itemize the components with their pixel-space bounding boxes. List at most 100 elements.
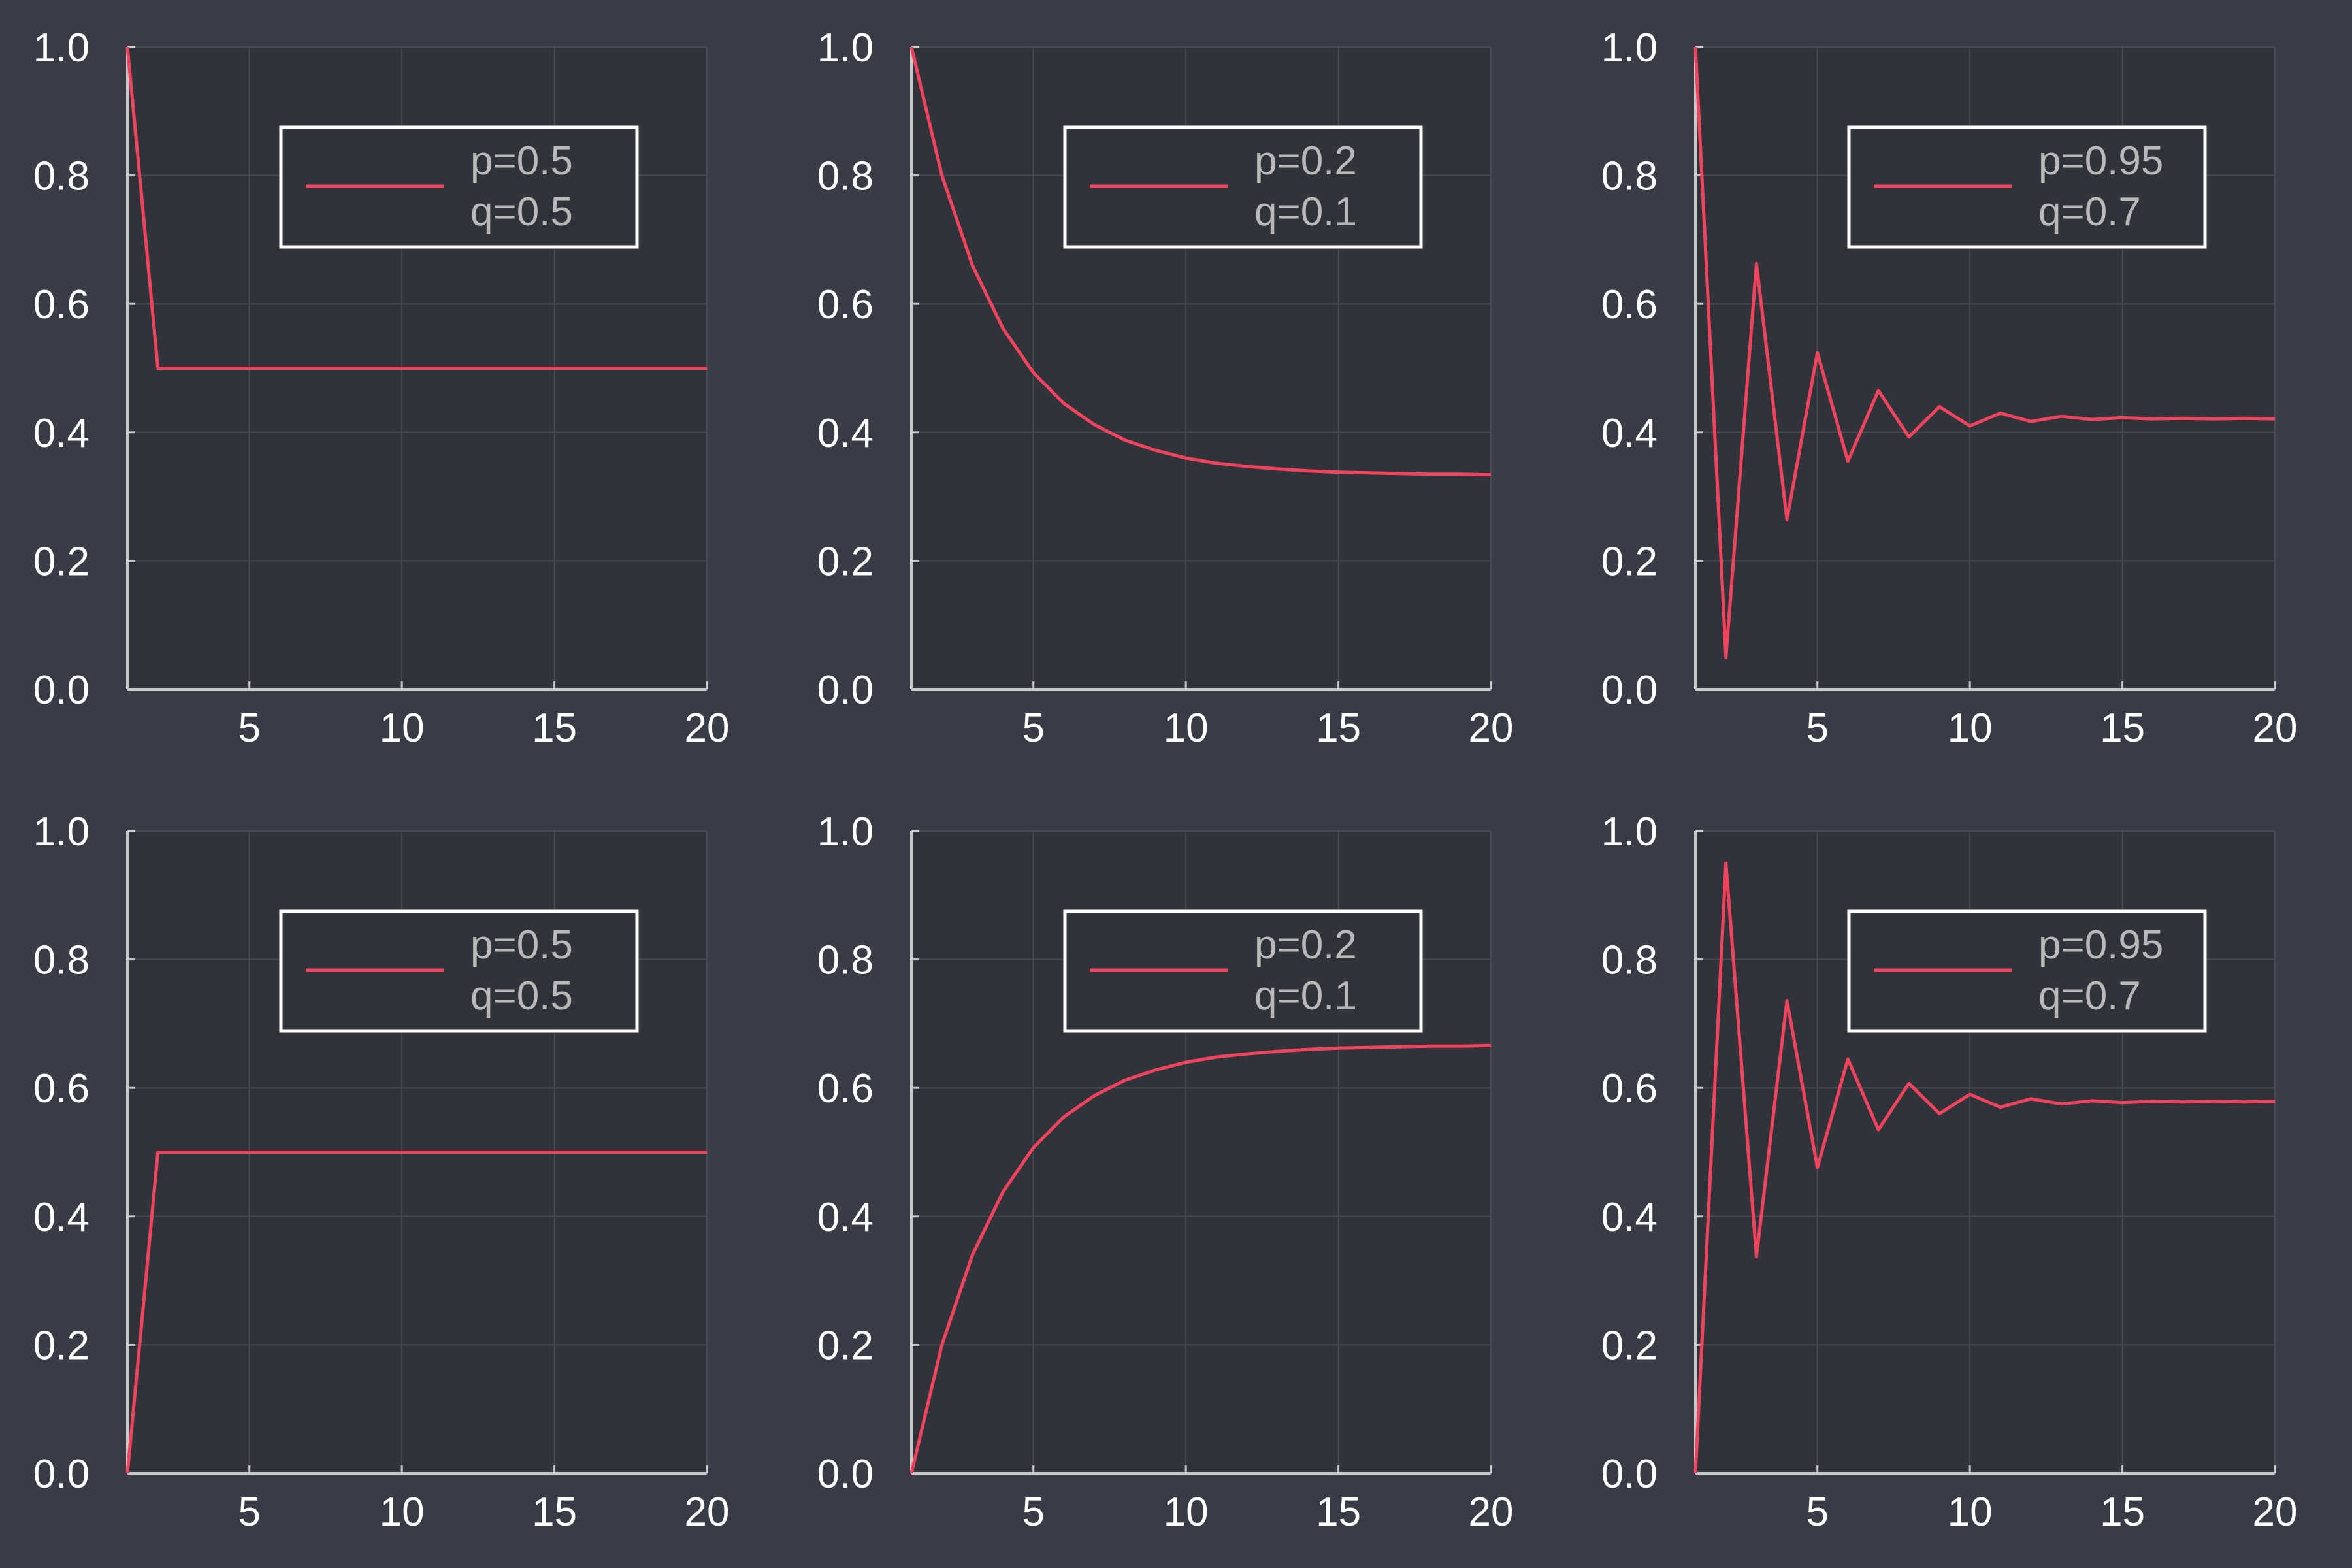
series-line	[909, 46, 1492, 477]
data-point	[1062, 402, 1065, 405]
data-point	[1846, 460, 1849, 463]
data-point	[1276, 1050, 1279, 1053]
data-point	[1938, 1113, 1940, 1115]
data-point	[1032, 1147, 1035, 1149]
data-point	[2030, 420, 2033, 423]
data-point	[157, 1151, 159, 1154]
data-point	[1246, 465, 1249, 468]
y-tick-label: 0.2	[817, 539, 874, 584]
series-line	[1693, 46, 2276, 659]
data-point	[431, 367, 434, 370]
x-tick-label: 20	[2253, 1490, 2298, 1535]
legend-label-p: p=0.2	[1254, 139, 1357, 184]
y-tick-label: 0.4	[817, 1195, 874, 1240]
y-tick-label: 0.0	[817, 668, 874, 713]
legend: p=0.95 q=0.7	[1847, 125, 2207, 249]
data-point	[583, 367, 586, 370]
data-point	[553, 367, 556, 370]
x-tick-label: 10	[380, 1490, 425, 1535]
data-point	[126, 1472, 129, 1475]
chart-panel-top-left: 5 10 15 20 0.0 0.2 0.4 0.6 0.8 1.0 p=0.5 q=0.5	[33, 25, 730, 751]
legend: p=0.2 q=0.1	[1063, 909, 1423, 1033]
data-point	[2182, 1101, 2185, 1103]
data-point	[1459, 473, 1462, 476]
y-tick-label: 0.8	[1601, 938, 1658, 983]
x-tick-label: 10	[1948, 1490, 1993, 1535]
x-tick-label: 10	[380, 706, 425, 751]
y-tick-label: 0.4	[33, 411, 90, 456]
data-point	[1307, 1048, 1309, 1051]
data-point	[675, 367, 678, 370]
data-point	[1307, 470, 1309, 472]
data-point	[1124, 439, 1126, 442]
series-line	[125, 1151, 707, 1474]
data-point	[278, 367, 281, 370]
data-point	[2274, 417, 2276, 420]
y-tick-label: 0.4	[1601, 1195, 1658, 1240]
data-point	[1124, 1079, 1126, 1081]
data-point	[1459, 1045, 1462, 1047]
data-point	[462, 1151, 465, 1154]
data-point	[910, 1472, 913, 1475]
series-line	[1693, 861, 2276, 1474]
x-tick-label: 5	[238, 706, 260, 751]
chart-panels: 5 10 15 20 0.0 0.2 0.4 0.6 0.8 1.0 p=0.5 q=0.5 5 10 15…	[33, 25, 2298, 1535]
data-point	[1938, 405, 1940, 408]
data-point	[218, 1151, 220, 1154]
y-tick-label: 0.8	[33, 154, 90, 199]
data-point	[248, 367, 251, 370]
y-tick-label: 0.8	[1601, 154, 1658, 199]
x-tick-label: 5	[1806, 706, 1828, 751]
y-tick-label: 0.6	[1601, 1066, 1658, 1111]
y-tick-label: 0.2	[817, 1323, 874, 1368]
data-point	[1999, 412, 2002, 414]
data-point	[645, 367, 647, 370]
data-point	[1062, 1115, 1065, 1118]
data-point	[1398, 472, 1401, 475]
data-point	[523, 367, 525, 370]
y-tick-label: 0.2	[1601, 1323, 1658, 1368]
data-point	[126, 46, 129, 48]
chart-panel-top-right: 5 10 15 20 0.0 0.2 0.4 0.6 0.8 1.0 p=0.95 q=0.7	[1601, 25, 2298, 751]
data-point	[2243, 417, 2246, 419]
data-point	[1276, 468, 1279, 470]
x-tick-label: 10	[1948, 706, 1993, 751]
data-point	[1093, 423, 1096, 426]
data-point	[1246, 1053, 1249, 1055]
y-tick-label: 1.0	[33, 809, 90, 855]
y-tick-label: 0.4	[33, 1195, 90, 1240]
data-point	[2213, 417, 2215, 420]
data-point	[2213, 1100, 2215, 1103]
data-point	[1032, 371, 1035, 374]
data-point	[492, 1151, 495, 1154]
y-tick-label: 1.0	[1601, 809, 1658, 855]
y-tick-label: 0.6	[817, 282, 874, 327]
data-point	[1968, 1093, 1971, 1096]
x-tick-label: 20	[1469, 706, 1514, 751]
series-line	[125, 46, 707, 370]
y-tick-label: 0.0	[33, 1452, 90, 1497]
data-point	[2121, 416, 2124, 419]
data-point	[1337, 1047, 1340, 1049]
data-point	[614, 1151, 617, 1154]
data-point	[1093, 1094, 1096, 1097]
legend-label-q: q=0.1	[1254, 189, 1357, 235]
legend-label-p: p=0.5	[470, 923, 573, 968]
data-point	[971, 1254, 973, 1256]
y-tick-label: 1.0	[33, 25, 90, 71]
data-point	[2151, 417, 2154, 420]
chart-panel-bottom-left: 5 10 15 20 0.0 0.2 0.4 0.6 0.8 1.0 p=0.5 q=0.5	[33, 809, 730, 1535]
data-point	[218, 367, 220, 370]
y-tick-label: 0.2	[33, 539, 90, 584]
legend-box	[1063, 909, 1423, 1033]
data-point	[1154, 449, 1156, 451]
data-point	[157, 367, 159, 370]
data-point	[370, 367, 372, 370]
chart-panel-bottom-right: 5 10 15 20 0.0 0.2 0.4 0.6 0.8 1.0 p=0.95 q=0.7	[1601, 809, 2298, 1535]
legend-label-q: q=0.7	[2038, 973, 2141, 1019]
y-tick-label: 0.4	[1601, 411, 1658, 456]
data-point	[1215, 462, 1218, 465]
data-point	[1816, 351, 1819, 354]
data-point	[492, 367, 495, 370]
